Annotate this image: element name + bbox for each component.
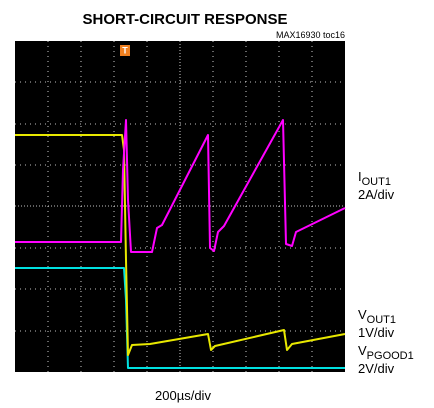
time-scale: 200µs/div <box>155 388 211 403</box>
trace-vout <box>15 134 346 356</box>
channel-label: VPGOOD1 <box>358 343 414 362</box>
channel-scale: 2V/div <box>358 361 395 376</box>
channel-label: IOUT1 <box>358 169 391 188</box>
channel-label: VOUT1 <box>358 307 396 326</box>
trace-iout <box>15 119 346 253</box>
channel-scale: 2A/div <box>358 187 395 202</box>
figure-id: MAX16930 toc16 <box>276 30 345 40</box>
trigger-marker <box>120 45 130 56</box>
trigger-label: T <box>122 45 128 55</box>
channel-scale: 1V/div <box>358 325 395 340</box>
grid <box>15 41 345 372</box>
figure-title: SHORT-CIRCUIT RESPONSE <box>82 11 287 28</box>
